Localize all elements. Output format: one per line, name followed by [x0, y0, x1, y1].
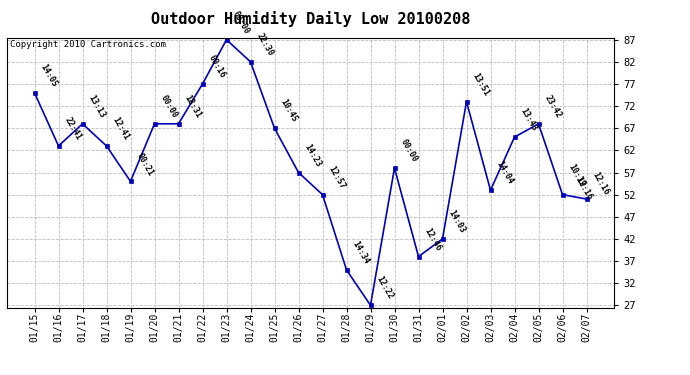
Text: 18:31: 18:31 [183, 93, 203, 120]
Text: 00:00: 00:00 [399, 138, 419, 164]
Text: Outdoor Humidity Daily Low 20100208: Outdoor Humidity Daily Low 20100208 [151, 11, 470, 27]
Text: 12:57: 12:57 [326, 164, 347, 190]
Text: 14:05: 14:05 [39, 63, 59, 88]
Text: Copyright 2010 Cartronics.com: Copyright 2010 Cartronics.com [10, 40, 166, 49]
Text: 00:00: 00:00 [159, 93, 179, 120]
Text: 12:41: 12:41 [110, 116, 131, 142]
Text: 13:51: 13:51 [471, 71, 491, 98]
Text: 14:04: 14:04 [495, 160, 515, 186]
Text: 12:22: 12:22 [375, 275, 395, 301]
Text: 22:30: 22:30 [255, 32, 275, 58]
Text: 00:21: 00:21 [135, 151, 155, 177]
Text: 00:16: 00:16 [207, 54, 227, 80]
Text: 12:16: 12:16 [591, 170, 611, 196]
Text: 13:13: 13:13 [87, 93, 107, 120]
Text: 22:41: 22:41 [63, 116, 83, 142]
Text: 10:45: 10:45 [279, 98, 299, 124]
Text: 13:43: 13:43 [519, 107, 539, 133]
Text: 10:19: 10:19 [566, 163, 587, 189]
Text: 14:34: 14:34 [351, 240, 371, 266]
Text: 14:23: 14:23 [303, 142, 323, 168]
Text: 12:16: 12:16 [573, 176, 594, 202]
Text: 23:42: 23:42 [542, 93, 563, 120]
Text: 14:03: 14:03 [446, 209, 467, 235]
Text: 12:46: 12:46 [423, 226, 443, 252]
Text: 00:00: 00:00 [230, 9, 251, 36]
